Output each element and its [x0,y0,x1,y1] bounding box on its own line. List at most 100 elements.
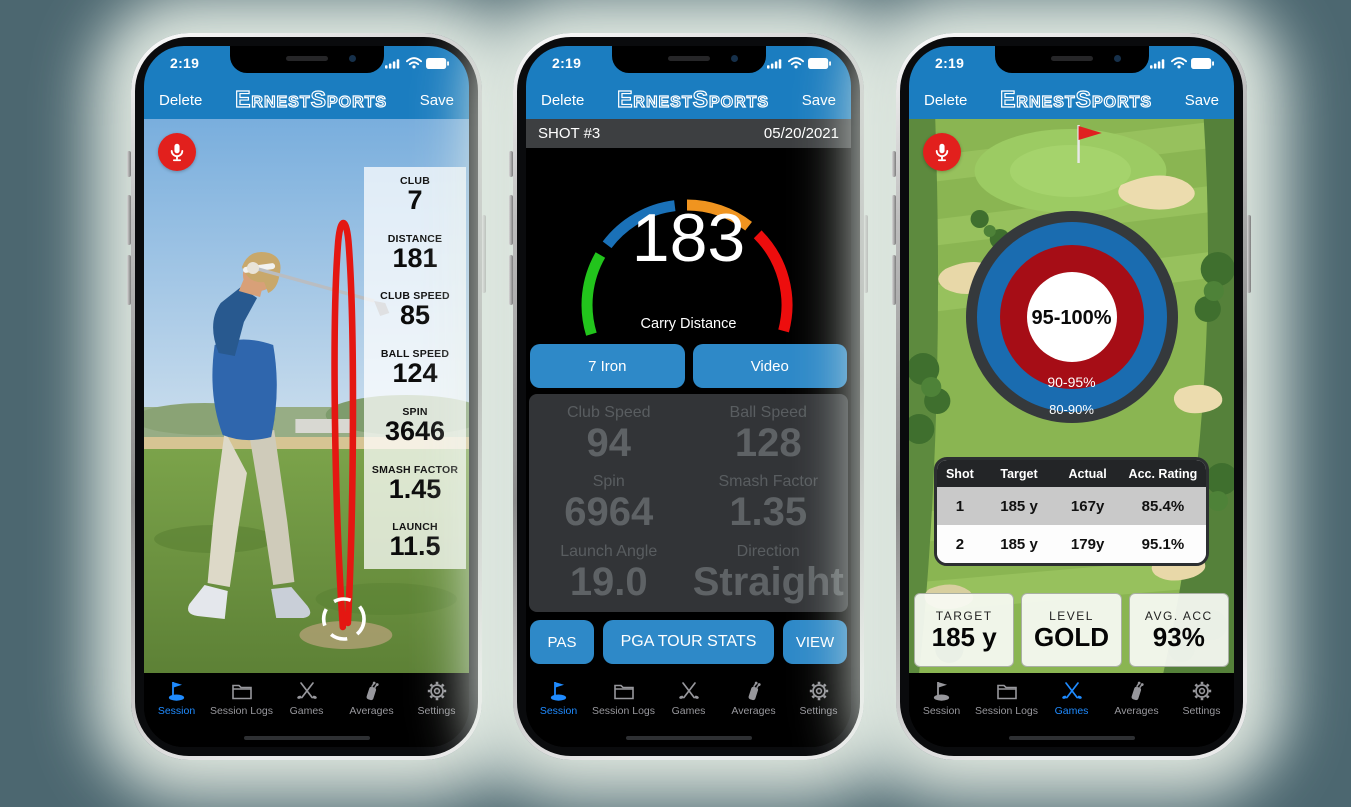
summary-value: 93% [1152,621,1205,652]
stat-value: 124 [392,358,438,389]
tab-averages[interactable]: Averages [339,679,404,747]
stat-value: 181 [392,242,438,273]
stat-label: CLUB [400,175,430,187]
save-button[interactable]: Save [419,92,454,109]
tab-label: Session Logs [974,705,1039,717]
stat-value: 128 [734,420,802,465]
target-box: TARGET 185 y [914,593,1015,667]
tab-averages[interactable]: Averages [721,679,786,747]
tab-session-logs[interactable]: Session Logs [591,679,656,747]
stat-label: SPIN [402,405,428,418]
tab-settings[interactable]: Settings [786,679,851,747]
tab-settings[interactable]: Settings [1169,679,1234,747]
tab-session[interactable]: Session [909,679,974,747]
col-target: Target [1000,466,1038,481]
summary-label: TARGET [935,608,993,623]
club-button[interactable]: 7 Iron [530,344,685,388]
nav-bar: Delete ErnestSports Save [909,82,1234,119]
mic-button[interactable] [923,133,961,171]
level-box: LEVEL GOLD [1021,593,1122,667]
delete-button[interactable]: Delete [924,92,968,109]
stat-value: Straight [692,559,844,604]
video-button[interactable]: Video [692,344,847,388]
phone-3: 2:19 Delete ErnestSports Save [892,33,1251,760]
notch [994,46,1149,73]
save-button[interactable]: Save [1184,92,1219,109]
tab-bar: Session Session Logs Games Averages [526,673,851,747]
cell-actual: 167y [1070,497,1105,515]
stat-ball-speed: Ball Speed 128 [689,404,849,464]
summary-row: TARGET 185 y LEVEL GOLD AVG. ACC 93% [914,593,1229,667]
battery-icon [1191,58,1214,69]
stat-smash-factor: SMASH FACTOR 1.45 [366,464,464,504]
status-time: 2:19 [935,55,965,71]
speaker-slot [1050,56,1093,61]
cell-target: 185 y [1000,535,1038,553]
tab-settings[interactable]: Settings [404,679,469,747]
ring-95-100 [1026,272,1117,362]
mic-button[interactable] [158,133,196,171]
tab-session[interactable]: Session [526,679,591,747]
col-actual: Actual [1068,466,1107,481]
table-header-row: Shot Target Actual Acc. Rating [937,460,1206,487]
mute-switch [127,151,131,177]
shot-stats-panel: CLUB 7 DISTANCE 181 CLUB SPEED 85 BALL [364,167,466,569]
stat-value: 3646 [384,415,446,446]
golf-bag-icon [742,679,766,703]
shot-header: SHOT #3 05/20/2021 [526,119,851,148]
stat-value: 1.35 [729,490,808,534]
crossed-clubs-icon [295,679,319,703]
delete-button[interactable]: Delete [541,92,585,109]
tab-session-logs[interactable]: Session Logs [209,679,274,747]
gear-icon [425,679,449,703]
pga-tour-stats-button[interactable]: PGA TOUR STATS [603,620,774,664]
cell-shot: 2 [955,535,965,553]
stat-label: DISTANCE [387,232,443,245]
status-time: 2:19 [552,55,582,71]
tab-session-logs[interactable]: Session Logs [974,679,1039,747]
mic-icon [931,141,953,163]
notch [229,46,384,73]
summary-value: 185 y [931,621,997,652]
golf-bag-icon [1125,679,1149,703]
pas-button[interactable]: PAS [530,620,594,664]
summary-label: AVG. ACC [1144,608,1213,623]
ball-target-reticle [321,597,366,641]
volume-down-button [509,255,513,305]
stat-label: LAUNCH [392,521,438,534]
folder-icon [612,679,636,703]
cell-actual: 179y [1070,535,1105,553]
tab-label: Settings [799,705,838,717]
tab-games[interactable]: Games [1039,679,1104,747]
tab-session[interactable]: Session [144,679,209,747]
col-acc-rating: Acc. Rating [1128,466,1198,481]
shots-table: Shot Target Actual Acc. Rating 1 185 y 1… [934,457,1209,566]
wifi-icon [1171,57,1187,69]
mic-icon [166,141,188,163]
status-bar: 2:19 [526,46,851,82]
tab-games[interactable]: Games [274,679,339,747]
summary-label: LEVEL [1049,608,1094,623]
stat-smash-factor: Smash Factor 1.35 [689,473,849,533]
delete-button[interactable]: Delete [159,92,203,109]
home-indicator [243,736,370,740]
golf-flag-icon [165,679,189,703]
tab-label: Games [671,705,706,717]
phone-1-screen: 2:19 Delete ErnestSports Save [144,46,469,747]
tab-label: Session [157,705,196,717]
power-button [864,215,868,293]
stat-ball-speed: BALL SPEED 124 [366,348,464,388]
carry-gauge: 183 Carry Distance [526,148,851,344]
save-button[interactable]: Save [801,92,836,109]
tab-label: Averages [731,705,776,717]
golf-flag-icon [547,679,571,703]
tab-games[interactable]: Games [656,679,721,747]
crossed-clubs-icon [677,679,701,703]
phone-2-content: SHOT #3 05/20/2021 183 Carry Distance [526,119,851,673]
home-indicator [625,736,752,740]
summary-value: GOLD [1033,621,1110,652]
gear-icon [807,679,831,703]
tab-averages[interactable]: Averages [1104,679,1169,747]
view-button[interactable]: VIEW [783,620,847,664]
stat-club: CLUB 7 [366,175,464,215]
